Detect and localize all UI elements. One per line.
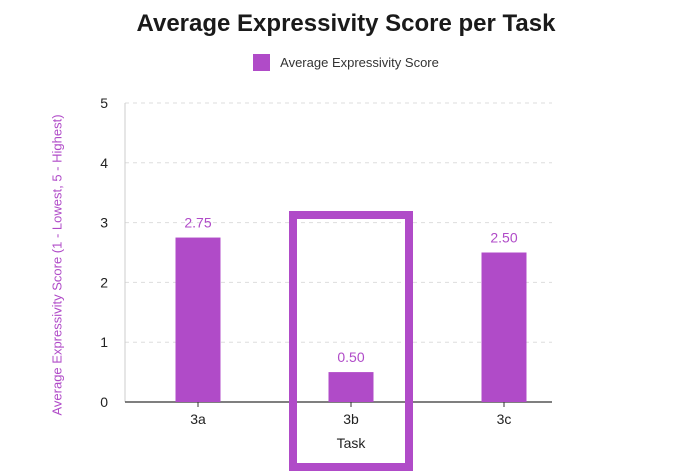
data-label: 2.75 [184, 215, 211, 231]
x-tick-label: 3a [190, 411, 206, 427]
x-tick-label: 3c [497, 411, 512, 427]
bar [175, 237, 221, 402]
y-tick-label: 3 [100, 215, 108, 231]
legend-swatch [253, 54, 271, 71]
bar [328, 372, 374, 402]
data-label: 0.50 [337, 349, 364, 365]
y-axis-label: Average Expressivity Score (1 - Lowest, … [49, 114, 65, 416]
legend: Average Expressivity Score [0, 54, 692, 71]
legend-label: Average Expressivity Score [280, 55, 439, 70]
x-axis-label: Task [337, 435, 367, 451]
data-label: 2.50 [490, 230, 517, 246]
y-tick-label: 4 [100, 155, 108, 171]
bar [481, 252, 527, 402]
y-tick-label: 0 [100, 394, 108, 410]
y-tick-label: 1 [100, 334, 108, 350]
y-tick-label: 2 [100, 274, 108, 290]
chart-title: Average Expressivity Score per Task [136, 10, 556, 37]
y-tick-label: 5 [100, 95, 108, 111]
x-tick-label: 3b [343, 411, 359, 427]
highlight-box [289, 211, 413, 471]
